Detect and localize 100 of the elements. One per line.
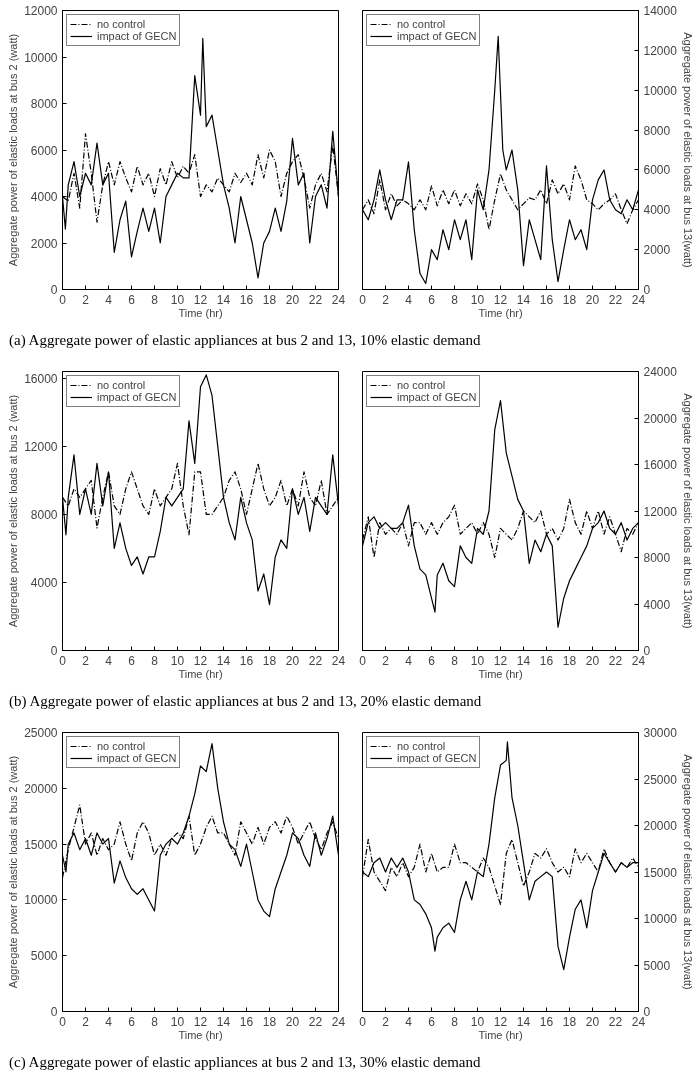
x-tick-label: 8 bbox=[151, 292, 159, 307]
x-tick-label: 10 bbox=[470, 1014, 485, 1029]
y-axis-title: Aggregate power of elastic loads at bus 2 (watt) bbox=[7, 394, 20, 628]
y2-tick-label: 25000 bbox=[643, 772, 678, 787]
y-axis-title: Aggregate power of elastic loads at bus 2 (watt) bbox=[7, 33, 20, 267]
x-tick-label: 0 bbox=[359, 292, 367, 307]
y-tick-label: 0 bbox=[50, 1005, 58, 1019]
x-tick-label: 12 bbox=[493, 653, 508, 668]
x-tick-label: 8 bbox=[451, 653, 459, 668]
x-tick-label: 2 bbox=[82, 292, 90, 307]
x-tick-label: 10 bbox=[170, 292, 185, 307]
legend-label: no control bbox=[97, 740, 146, 752]
x-tick-label: 8 bbox=[451, 1014, 459, 1029]
legend-label: no control bbox=[97, 18, 146, 30]
x-tick-label: 22 bbox=[308, 292, 323, 307]
y2-tick-label: 10000 bbox=[643, 912, 678, 926]
x-tick-label: 22 bbox=[308, 653, 323, 668]
x-tick-label: 18 bbox=[562, 292, 577, 307]
x-tick-label: 6 bbox=[428, 292, 436, 307]
x-tick-label: 16 bbox=[539, 292, 554, 307]
x-tick-label: 14 bbox=[216, 292, 231, 307]
y-axis-title: Aggregate power of elastic loads at bus 2 (watt) bbox=[7, 755, 20, 989]
y2-axis-title: Aggregate power of elastic loads at bus 13(watt) bbox=[681, 393, 694, 629]
y2-tick-label: 5000 bbox=[643, 958, 671, 973]
x-tick-label: 12 bbox=[493, 1014, 508, 1029]
x-axis-title: Time (hr) bbox=[178, 667, 223, 680]
x-tick-label: 16 bbox=[239, 292, 254, 307]
y2-tick-label: 10000 bbox=[643, 83, 678, 98]
x-axis-title: Time (hr) bbox=[178, 1028, 223, 1041]
y-tick-label: 10000 bbox=[24, 893, 58, 908]
legend-label: no control bbox=[397, 379, 446, 391]
x-tick-label: 20 bbox=[585, 653, 600, 668]
y-tick-label: 8000 bbox=[30, 97, 58, 111]
x-tick-label: 4 bbox=[405, 1014, 413, 1029]
x-tick-label: 12 bbox=[193, 292, 208, 307]
y2-tick-label: 8000 bbox=[643, 123, 671, 138]
x-tick-label: 0 bbox=[359, 653, 367, 668]
text: (c) Aggregate power of elastic appliances at bus 2 and 13, 30% elastic demand bbox=[9, 1053, 481, 1072]
y2-tick-label: 14000 bbox=[643, 4, 678, 18]
legend-label: impact of GECN bbox=[397, 30, 477, 42]
y2-tick-label: 20000 bbox=[643, 411, 678, 426]
y-tick-label: 12000 bbox=[24, 439, 58, 454]
x-tick-label: 14 bbox=[516, 653, 531, 668]
x-tick-label: 12 bbox=[193, 653, 208, 668]
y2-tick-label: 6000 bbox=[643, 163, 671, 178]
y2-axis-title: Aggregate power of elastic loads at bus 13(watt) bbox=[681, 754, 694, 990]
x-tick-label: 14 bbox=[216, 653, 231, 668]
y-tick-label: 4000 bbox=[30, 575, 58, 590]
y2-axis-title: Aggregate power of elastic loads at bus 13(watt) bbox=[681, 32, 694, 268]
x-tick-label: 20 bbox=[285, 1014, 300, 1029]
x-tick-label: 18 bbox=[262, 292, 277, 307]
x-tick-label: 18 bbox=[262, 653, 277, 668]
x-tick-label: 2 bbox=[82, 653, 90, 668]
y-tick-label: 12000 bbox=[24, 4, 58, 18]
y2-tick-label: 12000 bbox=[643, 504, 678, 519]
y-tick-label: 5000 bbox=[30, 949, 58, 964]
y-tick-label: 6000 bbox=[30, 143, 58, 158]
y-tick-label: 8000 bbox=[30, 507, 58, 522]
y2-tick-label: 20000 bbox=[643, 819, 678, 833]
x-tick-label: 20 bbox=[585, 292, 600, 307]
y-tick-label: 15000 bbox=[24, 837, 58, 852]
x-tick-label: 22 bbox=[308, 1014, 323, 1029]
y-tick-label: 2000 bbox=[30, 236, 58, 251]
x-axis-title: Time (hr) bbox=[478, 306, 523, 319]
x-axis-title: Time (hr) bbox=[478, 1028, 523, 1041]
x-tick-label: 24 bbox=[331, 292, 346, 307]
legend-label: no control bbox=[397, 18, 446, 30]
x-tick-label: 0 bbox=[359, 1014, 367, 1029]
x-tick-label: 16 bbox=[539, 1014, 554, 1029]
x-tick-label: 20 bbox=[285, 292, 300, 307]
x-tick-label: 20 bbox=[285, 653, 300, 668]
x-tick-label: 18 bbox=[562, 653, 577, 668]
legend-label: impact of GECN bbox=[97, 391, 177, 403]
y2-tick-label: 15000 bbox=[643, 865, 678, 880]
x-tick-label: 4 bbox=[105, 653, 113, 668]
y2-tick-label: 30000 bbox=[643, 726, 678, 740]
x-tick-label: 6 bbox=[428, 653, 436, 668]
y-tick-label: 4000 bbox=[30, 190, 58, 204]
y2-tick-label: 4000 bbox=[643, 597, 671, 612]
x-tick-label: 2 bbox=[382, 653, 390, 668]
x-tick-label: 4 bbox=[105, 292, 113, 307]
x-tick-label: 8 bbox=[151, 1014, 159, 1029]
y-tick-label: 25000 bbox=[24, 726, 58, 740]
y2-tick-label: 2000 bbox=[643, 243, 671, 258]
x-tick-label: 6 bbox=[128, 653, 136, 668]
legend-label: no control bbox=[397, 740, 446, 752]
x-tick-label: 4 bbox=[405, 292, 413, 307]
x-tick-label: 22 bbox=[608, 653, 623, 668]
x-tick-label: 24 bbox=[331, 653, 346, 668]
x-tick-label: 4 bbox=[105, 1014, 113, 1029]
x-tick-label: 22 bbox=[608, 1014, 623, 1029]
x-tick-label: 14 bbox=[216, 1014, 231, 1029]
x-tick-label: 10 bbox=[470, 653, 485, 668]
text: (b) Aggregate power of elastic appliances at bus 2 and 13, 20% elastic demand bbox=[9, 692, 482, 711]
x-tick-label: 18 bbox=[262, 1014, 277, 1029]
x-tick-label: 8 bbox=[451, 292, 459, 307]
x-tick-label: 2 bbox=[382, 292, 390, 307]
x-tick-label: 2 bbox=[382, 1014, 390, 1029]
y2-tick-label: 8000 bbox=[643, 551, 671, 565]
line-series bbox=[362, 741, 639, 971]
